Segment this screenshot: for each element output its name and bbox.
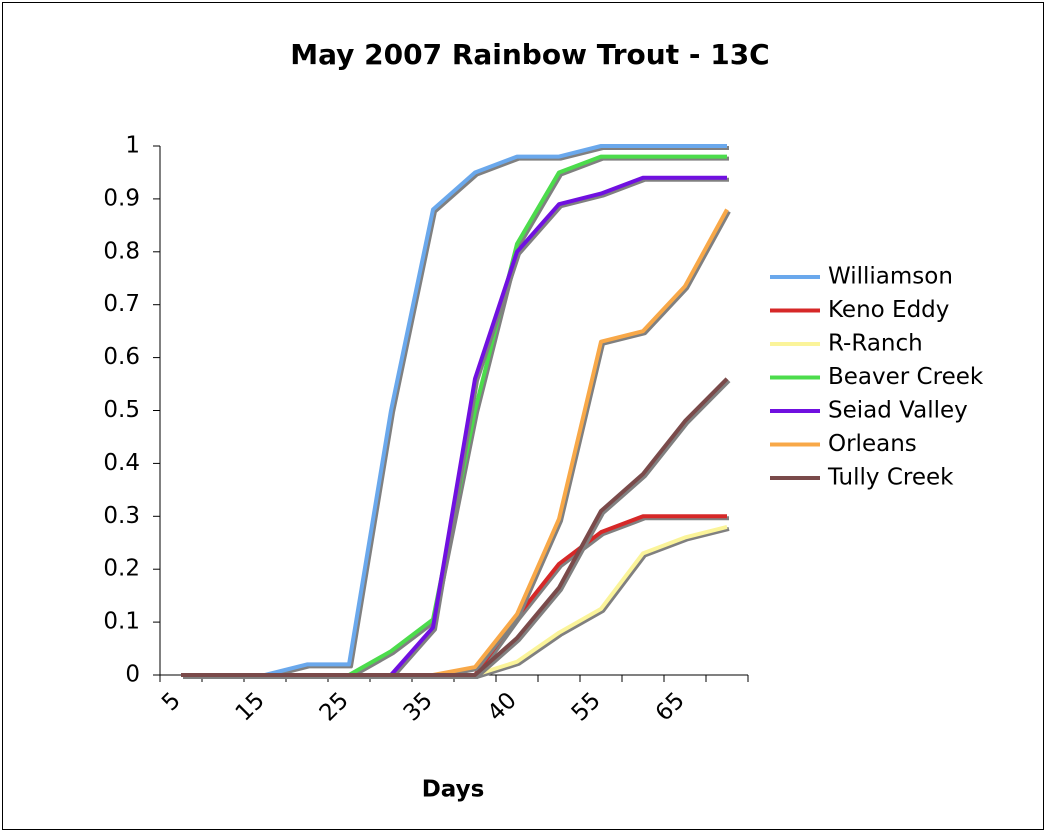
legend-label: Keno Eddy xyxy=(828,297,949,323)
x-axis-label: Days xyxy=(422,777,485,803)
y-tick-label: 0.1 xyxy=(103,609,140,635)
legend-label: Beaver Creek xyxy=(828,364,984,390)
series-line xyxy=(181,377,729,677)
y-tick-label: 0.2 xyxy=(103,556,140,582)
series-line xyxy=(389,175,727,677)
y-tick-label: 0 xyxy=(125,662,140,688)
y-tick-label: 0.6 xyxy=(103,344,140,370)
chart-title: May 2007 Rainbow Trout - 13C xyxy=(290,38,769,71)
legend-label: Seiad Valley xyxy=(828,398,968,424)
y-tick-label: 0.5 xyxy=(103,397,140,423)
y-tick-label: 0.3 xyxy=(103,503,140,529)
y-tick-label: 0.9 xyxy=(103,185,140,211)
y-tick-label: 0.7 xyxy=(103,291,140,317)
legend-label: Williamson xyxy=(828,264,953,290)
legend-label: R-Ranch xyxy=(828,331,923,357)
y-tick-label: 0.8 xyxy=(103,238,140,264)
y-tick-label: 0.4 xyxy=(103,450,140,476)
legend-label: Orleans xyxy=(828,431,917,457)
legend-label: Tully Creek xyxy=(827,465,954,491)
series-line xyxy=(348,154,727,677)
y-tick-label: 1 xyxy=(125,133,140,159)
